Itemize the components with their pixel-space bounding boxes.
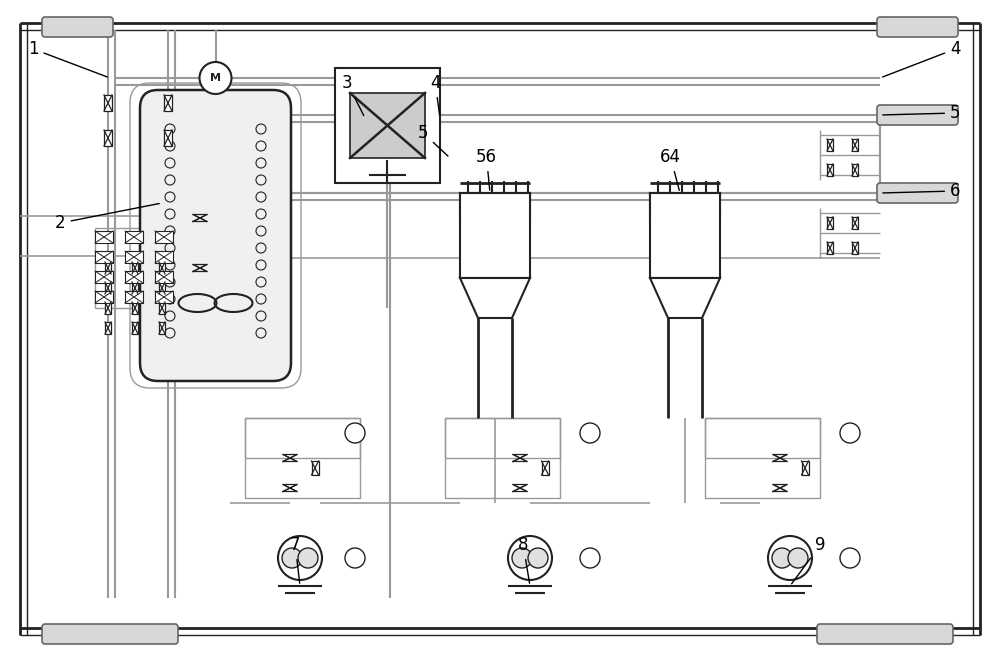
Circle shape [298, 548, 318, 568]
Bar [159, 322, 165, 334]
Circle shape [512, 548, 532, 568]
FancyBboxPatch shape [877, 183, 958, 203]
Circle shape [345, 548, 365, 568]
Bar [105, 262, 111, 274]
Bar [164, 130, 172, 146]
FancyBboxPatch shape [42, 624, 178, 644]
Bar [125, 251, 143, 263]
Bar [827, 242, 833, 254]
Text: M: M [210, 73, 221, 83]
Polygon shape [460, 278, 530, 318]
Bar [132, 282, 138, 294]
Circle shape [840, 423, 860, 443]
Bar [155, 231, 173, 243]
Bar [159, 282, 165, 294]
Bar [125, 271, 143, 283]
Bar [104, 95, 112, 111]
Bar [125, 291, 143, 303]
Circle shape [788, 548, 808, 568]
Bar [705, 418, 820, 498]
Polygon shape [650, 278, 720, 318]
Bar [95, 271, 113, 283]
Circle shape [200, 62, 232, 94]
Circle shape [580, 423, 600, 443]
Bar [245, 418, 360, 498]
Bar [852, 217, 858, 229]
Bar [105, 302, 111, 314]
Circle shape [508, 536, 552, 580]
Bar [705, 418, 820, 458]
Bar [650, 193, 720, 218]
FancyBboxPatch shape [877, 17, 958, 37]
Text: 6: 6 [883, 182, 960, 200]
Bar [159, 302, 165, 314]
Circle shape [580, 548, 600, 568]
Bar [460, 193, 530, 278]
Text: 4: 4 [883, 40, 960, 77]
Bar [132, 302, 138, 314]
Bar [445, 418, 560, 498]
Bar [245, 418, 360, 458]
Circle shape [278, 536, 322, 580]
Bar [335, 68, 440, 183]
Text: 8: 8 [518, 536, 530, 583]
Bar [164, 95, 172, 111]
Bar [155, 271, 173, 283]
Bar [460, 193, 530, 218]
FancyBboxPatch shape [42, 17, 113, 37]
Text: 4: 4 [430, 74, 440, 115]
Circle shape [768, 536, 812, 580]
Bar [132, 262, 138, 274]
Text: 2: 2 [55, 203, 159, 232]
Bar [312, 461, 318, 475]
Text: 64: 64 [660, 148, 681, 190]
Bar [852, 164, 858, 176]
FancyBboxPatch shape [877, 105, 958, 125]
Bar [104, 130, 112, 146]
Text: 56: 56 [476, 148, 497, 190]
Bar [159, 262, 165, 274]
Circle shape [840, 548, 860, 568]
Bar [105, 282, 111, 294]
Text: 5: 5 [418, 124, 448, 156]
Circle shape [282, 548, 302, 568]
Bar [125, 231, 143, 243]
FancyBboxPatch shape [817, 624, 953, 644]
Bar [827, 164, 833, 176]
Bar [445, 418, 560, 458]
Circle shape [772, 548, 792, 568]
Bar [852, 139, 858, 151]
Bar [132, 322, 138, 334]
Bar [155, 291, 173, 303]
Bar [95, 251, 113, 263]
Text: 5: 5 [883, 104, 960, 122]
Text: 9: 9 [792, 536, 826, 584]
Bar [350, 93, 425, 158]
Bar [827, 217, 833, 229]
Text: 3: 3 [342, 74, 364, 116]
FancyBboxPatch shape [140, 90, 291, 381]
Text: 1: 1 [28, 40, 107, 77]
Bar [650, 193, 720, 278]
Circle shape [528, 548, 548, 568]
Bar [542, 461, 548, 475]
Bar [95, 291, 113, 303]
Circle shape [345, 423, 365, 443]
Bar [95, 231, 113, 243]
Bar [827, 139, 833, 151]
Bar [852, 242, 858, 254]
Bar [155, 251, 173, 263]
Bar [105, 322, 111, 334]
Text: 7: 7 [290, 536, 300, 583]
Bar [802, 461, 808, 475]
